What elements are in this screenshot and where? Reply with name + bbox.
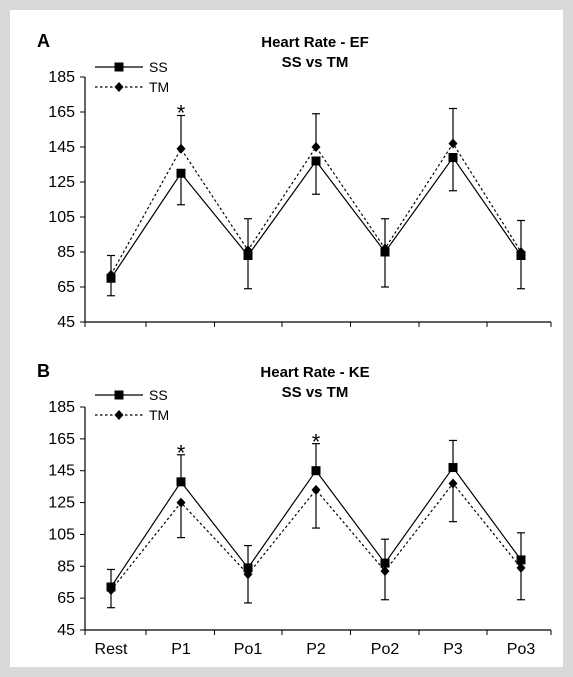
panel-b: B Heart Rate - KE SS vs TM 45 65 85 105 125 145 1…: [37, 361, 552, 658]
panel-a-y-tick-label: 65: [57, 279, 75, 296]
panel-a-y-tick-label: 85: [57, 244, 75, 261]
panel-b-series-tm-point: [243, 569, 253, 580]
panel-b-series-tm-point: [176, 497, 186, 508]
panel-b-significance-marker: *: [312, 429, 321, 454]
panel-a-title: Heart Rate - EF: [261, 34, 369, 51]
panel-b-series-ss-point: [448, 463, 458, 473]
panel-a-series-ss-point: [243, 251, 253, 260]
panel-b-series-tm-point: [106, 585, 116, 596]
panel-b-y-tick-label: 65: [57, 590, 75, 607]
panel-b-y-tick-label: 105: [48, 526, 75, 543]
panel-b-x-tick-label: Po1: [234, 641, 263, 658]
panel-a-series-tm-point: [380, 243, 390, 254]
panel-a-series-ss: [106, 153, 526, 297]
panel-a-series-tm-point: [176, 143, 186, 154]
panel-a: A Heart Rate - EF SS vs TM 45 65 85 105 125 145 1…: [37, 31, 552, 331]
panel-a-series-tm-point: [106, 269, 116, 280]
panel-b-x-tick-label: P1: [171, 641, 191, 658]
panel-a-subtitle: SS vs TM: [282, 54, 349, 71]
panel-b-series-tm: [106, 478, 526, 609]
panel-b-y-tick-label: 145: [48, 463, 75, 480]
panel-b-title: Heart Rate - KE: [260, 364, 369, 381]
panel-b-y-tick-label: 185: [48, 399, 75, 416]
panel-a-legend-ss: SS: [95, 59, 168, 75]
panel-a-legend-ss-label: SS: [149, 59, 168, 75]
panel-b-y-tick-label: 125: [48, 495, 75, 512]
panel-a-y-tick-label: 165: [48, 104, 75, 121]
panel-a-legend-tm: TM: [95, 79, 169, 95]
panel-a-legend-tm-marker: [114, 82, 124, 92]
panel-a-y-tick-label: 45: [57, 314, 75, 331]
panel-a-y-tick-label: 125: [48, 174, 75, 191]
panel-a-series-tm-point: [311, 142, 321, 152]
panel-b-y-tick-label: 165: [48, 431, 75, 448]
panel-b-legend-ss: SS: [95, 387, 168, 403]
panel-b-legend-ss-label: SS: [149, 387, 168, 403]
panel-b-series-ss-point: [311, 466, 321, 476]
panel-a-y-tick-label: 145: [48, 139, 75, 156]
heart-rate-figure: A Heart Rate - EF SS vs TM 45 65 85 105 125 145 1…: [37, 31, 552, 658]
panel-b-series-ss-point: [516, 555, 526, 565]
panel-b-series-tm-point: [448, 478, 458, 489]
panel-a-label: A: [37, 31, 50, 51]
panel-b-label: B: [37, 361, 50, 381]
panel-b-series-tm-point: [516, 562, 526, 573]
panel-b-legend-tm-marker: [114, 410, 124, 420]
panel-b-x-tick-label: P2: [306, 641, 326, 658]
panel-a-significance-marker: *: [177, 101, 186, 126]
panel-b-subtitle: SS vs TM: [282, 384, 349, 401]
panel-b-series-tm-point: [380, 566, 390, 577]
panel-b-x-tick-label: Po3: [507, 641, 536, 658]
panel-a-series-tm-point: [448, 138, 458, 149]
panel-b-significance-marker: *: [177, 440, 186, 465]
panel-b-x-tick-label: P3: [443, 641, 463, 658]
panel-b-series-tm-point: [311, 484, 321, 495]
panel-a-series-tm-point: [516, 247, 526, 257]
panel-a-series-tm: [106, 107, 526, 280]
panel-b-series-ss-point: [380, 558, 390, 568]
panel-b-legend-tm: TM: [95, 407, 169, 423]
panel-a-y-tick-label: 185: [48, 69, 75, 86]
panel-a-legend-tm-label: TM: [149, 79, 169, 95]
panel-b-series-ss-point: [243, 563, 253, 573]
panel-b-x-tick-label: Rest: [95, 641, 128, 658]
panel-a-y-tick-label: 105: [48, 209, 75, 226]
figure: A Heart Rate - EF SS vs TM 45 65 85 105 125 145 1…: [10, 10, 563, 667]
panel-a-series-tm-point: [243, 245, 253, 256]
panel-a-series-ss-point: [448, 153, 458, 162]
panel-a-series-ss-point: [311, 156, 321, 166]
panel-b-x-tick-label: Po2: [371, 641, 400, 658]
panel-b-legend-ss-marker: [114, 390, 124, 400]
panel-a-series-ss-point: [176, 168, 186, 178]
panel-b-y-tick-label: 45: [57, 622, 75, 639]
panel-b-series-ss-point: [176, 477, 186, 487]
panel-b-y-tick-label: 85: [57, 558, 75, 575]
panel-b-legend-tm-label: TM: [149, 407, 169, 423]
panel-a-legend-ss-marker: [114, 62, 124, 72]
